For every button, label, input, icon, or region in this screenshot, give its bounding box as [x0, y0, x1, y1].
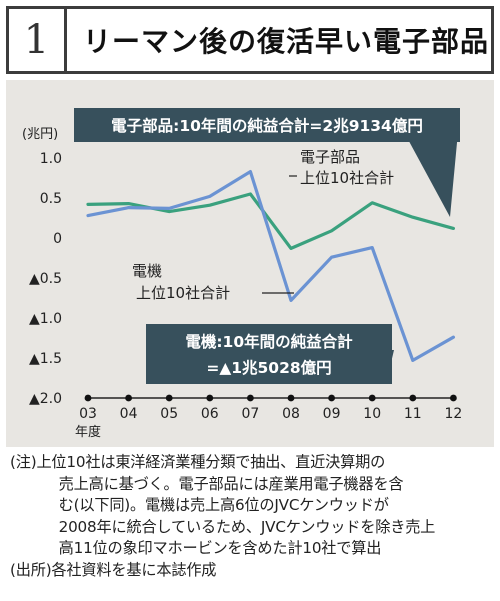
callout-text-bottom: 電機:10年間の純益合計 [185, 332, 353, 351]
title-bar: 1 リーマン後の復活早い電子部品 [6, 6, 494, 74]
x-tick-mark [368, 394, 376, 402]
y-tick-label: ▲2.0 [29, 391, 62, 407]
x-axis-suffix: 年度 [75, 424, 101, 440]
x-tick-mark [125, 394, 132, 402]
note-line: 2008年に統合しているため、JVCケンウッドを除き売上 [58, 517, 436, 536]
line-chart: (兆円) 1.0 0.5 0 ▲0.5 ▲1.0 ▲1.5 ▲2.0 03 04 05 06 07 08 0… [22, 108, 462, 440]
callout-text-top: 電子部品:10年間の純益合計=2兆9134億円 [111, 116, 423, 135]
series-label: 電子部品 [300, 148, 360, 166]
x-tick-label: 07 [241, 406, 259, 422]
x-tick-label: 08 [282, 406, 300, 422]
callout-pointer [404, 132, 458, 217]
x-tick-label: 10 [363, 406, 381, 422]
x-tick-mark [409, 394, 417, 402]
y-tick-label: ▲1.5 [29, 351, 62, 367]
x-tick-label: 06 [201, 406, 219, 422]
y-tick-label: ▲0.5 [29, 271, 62, 287]
series-label: 上位10社合計 [300, 169, 394, 187]
note-line: (注)上位10社は東洋経済業種分類で抽出、直近決算期の [10, 453, 386, 471]
y-tick-label: 0 [53, 231, 62, 247]
note-line: 高11位の象印マホービンを含めた計10社で算出 [58, 539, 382, 557]
note-line: 売上高に基づく。電子部品には産業用電子機器を含 [58, 474, 404, 493]
x-tick-label: 09 [323, 406, 341, 422]
series-line-electric-machinery [86, 169, 455, 362]
y-tick-label: 1.0 [40, 151, 62, 167]
x-tick-mark [287, 394, 295, 402]
callout-text-bottom: =▲1兆5028億円 [206, 358, 331, 377]
x-tick-mark [450, 394, 457, 402]
callout-box-bottom [146, 324, 392, 384]
x-tick-mark [206, 394, 214, 402]
x-tick-mark [328, 394, 335, 402]
y-tick-label: 0.5 [40, 191, 62, 207]
callout-box-top [74, 108, 460, 142]
x-tick-label: 05 [160, 406, 178, 422]
unit-label: (兆円) [22, 127, 58, 142]
x-tick-mark [247, 394, 254, 402]
source-note: (出所)各社資料を基に本誌作成 [10, 560, 217, 579]
figure-number: 1 [9, 9, 67, 71]
note-line: む(以下同)。電機は売上高6位のJVCケンウッドが [58, 496, 389, 514]
x-tick-mark [84, 394, 92, 402]
series-label: 電機 [132, 262, 162, 280]
x-tick-label: 11 [404, 406, 422, 422]
chart-panel: (兆円) 1.0 0.5 0 ▲0.5 ▲1.0 ▲1.5 ▲2.0 03 04 05 06 07 08 0… [6, 80, 494, 447]
notes: (注)上位10社は東洋経済業種分類で抽出、直近決算期の 売上高に基づく。電子部品… [10, 452, 492, 581]
x-tick-label: 12 [444, 406, 462, 422]
x-tick-mark [165, 394, 173, 402]
series-label: 上位10社合計 [136, 284, 230, 302]
x-tick-label: 04 [120, 406, 138, 422]
x-tick-label: 03 [79, 406, 97, 422]
chart-title: リーマン後の復活早い電子部品 [83, 25, 490, 58]
y-tick-label: ▲1.0 [29, 311, 62, 327]
